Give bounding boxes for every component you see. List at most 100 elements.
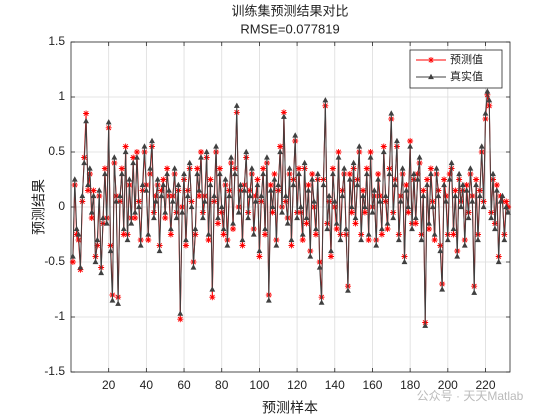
y-tick-label: 0 bbox=[58, 199, 65, 213]
marker bbox=[169, 198, 176, 204]
marker bbox=[262, 225, 268, 232]
marker bbox=[207, 181, 214, 188]
marker bbox=[431, 237, 438, 243]
marker bbox=[134, 154, 140, 160]
marker bbox=[243, 148, 250, 155]
marker bbox=[198, 154, 204, 160]
marker bbox=[382, 192, 389, 199]
marker bbox=[132, 215, 139, 221]
marker bbox=[141, 143, 148, 149]
marker bbox=[160, 176, 167, 183]
marker bbox=[367, 149, 374, 155]
marker bbox=[83, 117, 89, 124]
marker bbox=[369, 209, 376, 215]
marker bbox=[166, 187, 172, 193]
marker bbox=[167, 231, 174, 238]
marker bbox=[275, 181, 282, 188]
marker bbox=[371, 187, 378, 193]
marker bbox=[107, 247, 114, 254]
marker bbox=[156, 247, 163, 254]
x-tick-label: 180 bbox=[400, 378, 420, 392]
marker bbox=[183, 236, 189, 243]
marker bbox=[341, 165, 348, 171]
marker bbox=[337, 236, 344, 243]
marker bbox=[473, 176, 480, 183]
marker bbox=[375, 176, 382, 182]
marker bbox=[322, 97, 329, 103]
marker bbox=[362, 203, 368, 210]
marker bbox=[299, 231, 306, 237]
legend-box bbox=[409, 49, 503, 89]
chart-subtitle: RMSE=0.077819 bbox=[240, 21, 339, 36]
marker bbox=[73, 231, 80, 238]
watermark: 公众号 · 天天Matlab bbox=[417, 389, 524, 403]
marker bbox=[224, 242, 231, 248]
marker bbox=[228, 154, 235, 160]
marker bbox=[271, 176, 278, 182]
marker bbox=[94, 236, 101, 243]
y-tick-label: -0.5 bbox=[44, 254, 65, 268]
marker bbox=[226, 192, 233, 199]
marker bbox=[363, 165, 370, 172]
marker bbox=[452, 192, 459, 199]
x-tick-label: 160 bbox=[362, 378, 382, 392]
marker bbox=[69, 253, 76, 259]
marker bbox=[454, 253, 461, 259]
marker bbox=[426, 220, 432, 226]
marker bbox=[407, 143, 414, 149]
marker bbox=[422, 322, 429, 328]
marker bbox=[135, 203, 142, 210]
marker bbox=[199, 214, 206, 221]
marker bbox=[329, 165, 336, 172]
marker bbox=[346, 171, 353, 177]
marker bbox=[375, 171, 382, 177]
marker bbox=[205, 237, 212, 243]
marker bbox=[405, 209, 412, 216]
marker bbox=[478, 143, 485, 149]
y-tick-label: 1 bbox=[58, 89, 65, 103]
marker bbox=[411, 170, 417, 177]
marker bbox=[239, 242, 246, 249]
marker bbox=[473, 181, 479, 188]
marker bbox=[431, 231, 438, 237]
marker bbox=[288, 242, 295, 249]
marker bbox=[79, 192, 86, 199]
x-axis-label: 预测样本 bbox=[262, 400, 318, 416]
marker bbox=[232, 170, 238, 177]
marker bbox=[171, 165, 178, 171]
marker bbox=[84, 187, 91, 194]
marker bbox=[361, 209, 368, 216]
marker bbox=[139, 181, 146, 188]
marker bbox=[192, 225, 199, 232]
x-tick-label: 220 bbox=[475, 378, 495, 392]
marker bbox=[395, 236, 402, 243]
marker bbox=[463, 187, 470, 193]
marker bbox=[247, 192, 253, 199]
marker bbox=[120, 225, 127, 232]
marker bbox=[149, 137, 155, 144]
marker bbox=[335, 154, 342, 160]
marker bbox=[328, 253, 335, 260]
marker bbox=[269, 203, 276, 210]
marker bbox=[77, 264, 84, 270]
marker bbox=[442, 193, 449, 199]
marker bbox=[230, 220, 236, 226]
marker bbox=[286, 165, 293, 171]
marker bbox=[384, 220, 391, 226]
marker bbox=[162, 215, 169, 221]
x-tick-label: 60 bbox=[177, 378, 191, 392]
marker bbox=[292, 132, 299, 138]
marker bbox=[126, 176, 133, 182]
marker bbox=[403, 182, 410, 188]
marker bbox=[384, 226, 391, 232]
marker bbox=[429, 203, 436, 210]
marker bbox=[207, 176, 214, 183]
marker bbox=[216, 170, 223, 177]
y-tick-label: -1.5 bbox=[44, 364, 65, 378]
marker bbox=[497, 193, 504, 199]
marker bbox=[316, 264, 323, 270]
marker bbox=[394, 137, 400, 144]
marker bbox=[503, 203, 510, 210]
marker bbox=[356, 143, 363, 149]
marker bbox=[118, 170, 125, 177]
